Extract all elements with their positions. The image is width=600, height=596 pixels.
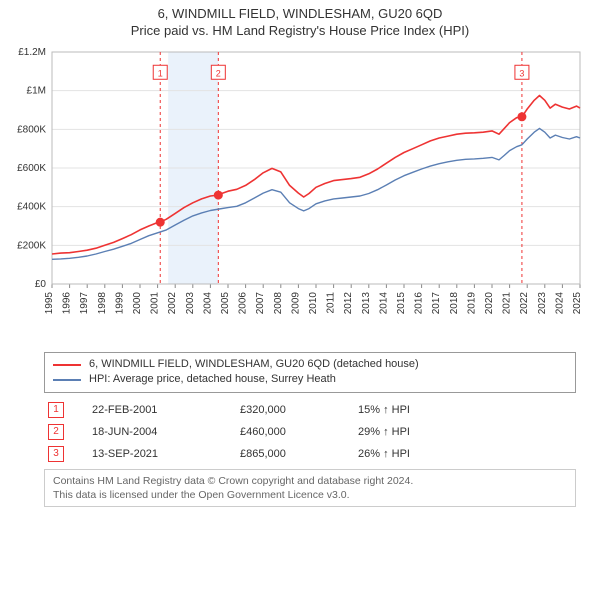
- sale-row: 3 13-SEP-2021£865,00026% ↑ HPI: [44, 443, 576, 465]
- sale-badge: 2: [48, 424, 64, 440]
- svg-text:2018: 2018: [449, 292, 460, 315]
- footnote-line1: Contains HM Land Registry data © Crown c…: [53, 474, 567, 488]
- svg-text:2002: 2002: [167, 292, 178, 315]
- svg-text:2019: 2019: [466, 292, 477, 315]
- svg-text:1995: 1995: [44, 292, 55, 315]
- svg-text:2012: 2012: [343, 292, 354, 315]
- sale-date: 13-SEP-2021: [88, 443, 236, 465]
- svg-text:£1M: £1M: [27, 86, 46, 97]
- sale-badge: 1: [48, 402, 64, 418]
- svg-text:2020: 2020: [484, 292, 495, 315]
- svg-text:2025: 2025: [572, 292, 583, 315]
- sale-row: 1 22-FEB-2001£320,00015% ↑ HPI: [44, 399, 576, 421]
- sale-price: £460,000: [236, 421, 354, 443]
- legend: 6, WINDMILL FIELD, WINDLESHAM, GU20 6QD …: [44, 352, 576, 393]
- svg-text:2013: 2013: [361, 292, 372, 315]
- svg-text:1996: 1996: [62, 292, 73, 315]
- svg-text:2001: 2001: [150, 292, 161, 315]
- svg-text:2: 2: [216, 68, 221, 78]
- svg-text:£400K: £400K: [17, 202, 46, 213]
- svg-text:2009: 2009: [290, 292, 301, 315]
- chart-title-address: 6, WINDMILL FIELD, WINDLESHAM, GU20 6QD: [0, 6, 600, 21]
- svg-text:£600K: £600K: [17, 163, 46, 174]
- svg-text:2003: 2003: [185, 292, 196, 315]
- svg-text:1997: 1997: [79, 292, 90, 315]
- chart-subtitle: Price paid vs. HM Land Registry's House …: [0, 23, 600, 38]
- svg-text:£200K: £200K: [17, 240, 46, 251]
- svg-text:2005: 2005: [220, 292, 231, 315]
- legend-row: 6, WINDMILL FIELD, WINDLESHAM, GU20 6QD …: [53, 357, 567, 372]
- svg-text:2010: 2010: [308, 292, 319, 315]
- svg-text:£0: £0: [35, 279, 47, 290]
- svg-text:2004: 2004: [202, 292, 213, 315]
- sale-price: £865,000: [236, 443, 354, 465]
- svg-text:3: 3: [519, 68, 524, 78]
- sale-date: 18-JUN-2004: [88, 421, 236, 443]
- svg-text:2011: 2011: [326, 292, 337, 314]
- svg-text:1998: 1998: [97, 292, 108, 315]
- legend-label: HPI: Average price, detached house, Surr…: [89, 372, 336, 387]
- sale-badge: 3: [48, 446, 64, 462]
- svg-text:£1.2M: £1.2M: [18, 47, 46, 58]
- svg-text:2015: 2015: [396, 292, 407, 315]
- svg-text:2000: 2000: [132, 292, 143, 315]
- svg-text:2008: 2008: [273, 292, 284, 315]
- sale-date: 22-FEB-2001: [88, 399, 236, 421]
- price-chart-svg: £0 £200K £400K £600K £800K £1M £1.2M 1995 1996 19…: [0, 44, 600, 344]
- footnote-line2: This data is licensed under the Open Gov…: [53, 488, 567, 502]
- svg-text:2023: 2023: [537, 292, 548, 315]
- sale-row: 2 18-JUN-2004£460,00029% ↑ HPI: [44, 421, 576, 443]
- sales-table: 1 22-FEB-2001£320,00015% ↑ HPI 2 18-JUN-200…: [44, 399, 576, 465]
- legend-label: 6, WINDMILL FIELD, WINDLESHAM, GU20 6QD …: [89, 357, 419, 372]
- sale-n: 1: [44, 399, 88, 421]
- legend-swatch: [53, 379, 81, 381]
- legend-swatch: [53, 364, 81, 366]
- svg-text:2007: 2007: [255, 292, 266, 315]
- sale-price: £320,000: [236, 399, 354, 421]
- svg-text:2017: 2017: [431, 292, 442, 315]
- sale-n: 2: [44, 421, 88, 443]
- svg-text:£800K: £800K: [17, 124, 46, 135]
- svg-text:2006: 2006: [238, 292, 249, 315]
- svg-text:1999: 1999: [114, 292, 125, 315]
- sale-pct: 15% ↑ HPI: [354, 399, 576, 421]
- sale-pct: 26% ↑ HPI: [354, 443, 576, 465]
- svg-text:2021: 2021: [502, 292, 513, 315]
- footnote: Contains HM Land Registry data © Crown c…: [44, 469, 576, 507]
- chart-container: £0 £200K £400K £600K £800K £1M £1.2M 1995 1996 19…: [0, 44, 600, 344]
- svg-text:1: 1: [158, 68, 163, 78]
- svg-text:2014: 2014: [378, 292, 389, 315]
- sale-pct: 29% ↑ HPI: [354, 421, 576, 443]
- svg-text:2016: 2016: [414, 292, 425, 315]
- legend-row: HPI: Average price, detached house, Surr…: [53, 372, 567, 387]
- svg-text:2024: 2024: [554, 292, 565, 315]
- svg-text:2022: 2022: [519, 292, 530, 315]
- sale-n: 3: [44, 443, 88, 465]
